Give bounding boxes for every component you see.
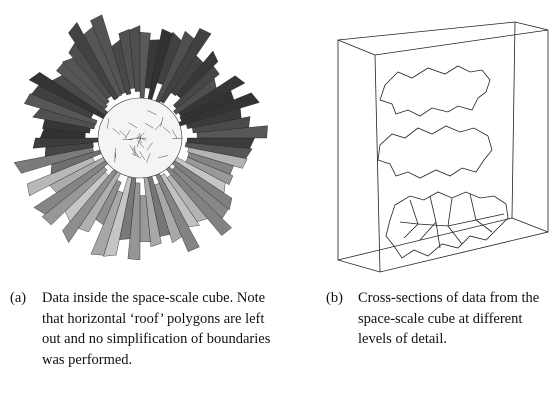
cross-section-fine — [386, 192, 508, 258]
caption-label: (b) — [326, 288, 343, 309]
cross-section-medium — [378, 126, 492, 178]
box-edge — [375, 55, 380, 272]
box-edge — [512, 218, 548, 232]
cross-section-coarse — [380, 66, 490, 116]
page: (a) Data inside the space-scale cube. No… — [0, 0, 556, 414]
caption-text: Cross-sections of data from the space-sc… — [358, 288, 556, 350]
box-edge — [512, 22, 515, 218]
box-edge — [338, 40, 375, 55]
cross-sections — [338, 22, 548, 272]
space-scale-cube-render — [14, 15, 268, 260]
figure-images — [0, 0, 556, 280]
caption-label: (a) — [10, 288, 26, 309]
caption-text: Data inside the space-scale cube. Note t… — [42, 288, 274, 370]
cross-section-subdivisions — [400, 194, 504, 248]
